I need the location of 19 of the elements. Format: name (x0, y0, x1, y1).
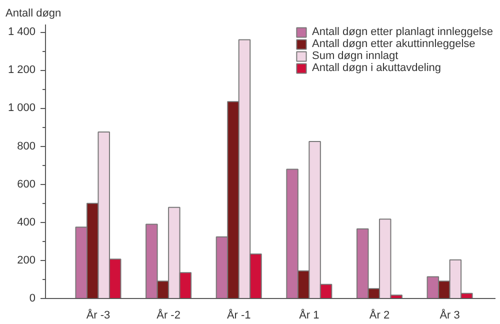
y-tick-label: 0 (29, 292, 36, 304)
x-tick-label: År 1 (299, 308, 320, 322)
legend-label: Sum døgn innlagt (312, 50, 398, 62)
y-tick-label: 200 (17, 254, 36, 266)
x-tick-label: År 2 (369, 308, 390, 322)
legend-label: Antall døgn etter planlagt innleggelse (312, 26, 493, 38)
y-tick-label: 800 (17, 140, 36, 152)
legend-label: Antall døgn etter akuttinnleggelse (312, 38, 476, 50)
x-tick-label: År -1 (226, 308, 251, 322)
y-tick-label: 400 (17, 216, 36, 228)
y-tick-label: 1 000 (8, 102, 36, 114)
y-tick-label: 600 (17, 178, 36, 190)
y-tick-label: 1 200 (8, 64, 36, 76)
x-tick-label: År -3 (86, 308, 110, 322)
y-axis-title: Antall døgn (6, 8, 62, 20)
y-tick-label: 1 400 (8, 26, 36, 38)
x-tick-label: År 3 (440, 308, 460, 322)
legend-label: Antall døgn i akuttavdeling (312, 62, 442, 74)
x-tick-label: År -2 (156, 308, 180, 322)
